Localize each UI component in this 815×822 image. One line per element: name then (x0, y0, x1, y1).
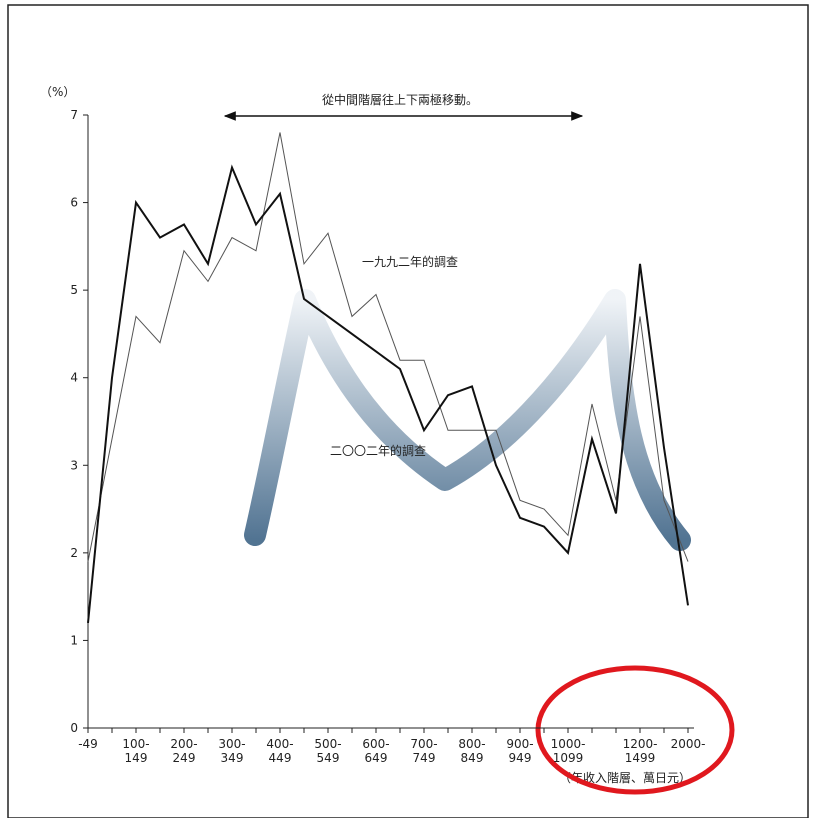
x-tick-label: 400-449 (266, 737, 293, 765)
y-tick-label: 0 (70, 721, 78, 735)
x-tick-label-line: 400- (266, 737, 293, 751)
x-tick-label-line: 900- (506, 737, 533, 751)
line-series (87, 132, 689, 562)
x-tick-label-line: 249 (173, 751, 196, 765)
x-tick-label: 600-649 (362, 737, 389, 765)
x-tick-label: 1000-1099 (551, 737, 586, 765)
y-tick-label: 6 (70, 196, 78, 210)
x-tick-label-line: 849 (461, 751, 484, 765)
highlight-circle (535, 665, 735, 795)
x-tick-label-line: 100- (122, 737, 149, 751)
x-tick-label-line: 1499 (625, 751, 656, 765)
x-tick-label-line: 1000- (551, 737, 586, 751)
x-tick-label-line: 149 (125, 751, 148, 765)
x-axis-label: （年收入階層、萬日元） (559, 770, 691, 785)
x-tick-label-line: 1200- (623, 737, 658, 751)
x-tick-label-line: 949 (509, 751, 532, 765)
series-label: 二〇〇二年的調查 (330, 443, 426, 458)
x-tick-label: 2000- (671, 737, 706, 751)
annotation: 從中間階層往上下兩極移動。 (322, 92, 478, 107)
x-tick-label-line: 600- (362, 737, 389, 751)
x-tick-label-line: 449 (269, 751, 292, 765)
x-tick-label: 900-949 (506, 737, 533, 765)
x-tick-label: 700-749 (410, 737, 437, 765)
x-tick-label-line: 800- (458, 737, 485, 751)
y-tick-label: 2 (70, 546, 78, 560)
x-tick-label-line: 500- (314, 737, 341, 751)
decor-band (244, 289, 691, 551)
y-tick-label: 7 (70, 108, 78, 122)
x-tick-label-line: 649 (365, 751, 388, 765)
frame (7, 4, 809, 819)
x-tick-label: -49 (78, 737, 98, 751)
series-label: 一九九二年的調查 (362, 254, 458, 269)
y-tick-label: 1 (70, 633, 78, 647)
line-series (87, 164, 689, 624)
x-tick-label-line: 349 (221, 751, 244, 765)
y-tick-label: 5 (70, 283, 78, 297)
x-tick-label: 100-149 (122, 737, 149, 765)
x-tick-label: 200-249 (170, 737, 197, 765)
y-axis-label: （%） (40, 85, 75, 99)
x-tick-label-line: 749 (413, 751, 436, 765)
x-tick-label-line: -49 (78, 737, 98, 751)
x-tick-label-line: 2000- (671, 737, 706, 751)
x-tick-label: 300-349 (218, 737, 245, 765)
x-tick-label: 1200-1499 (623, 737, 658, 765)
x-tick-label-line: 300- (218, 737, 245, 751)
x-tick-label-line: 200- (170, 737, 197, 751)
y-tick-label: 3 (70, 458, 78, 472)
x-tick-label-line: 549 (317, 751, 340, 765)
x-tick-label: 800-849 (458, 737, 485, 765)
y-tick-label: 4 (70, 371, 78, 385)
x-tick-label-line: 700- (410, 737, 437, 751)
x-tick-label-line: 1099 (553, 751, 584, 765)
x-tick-label: 500-549 (314, 737, 341, 765)
